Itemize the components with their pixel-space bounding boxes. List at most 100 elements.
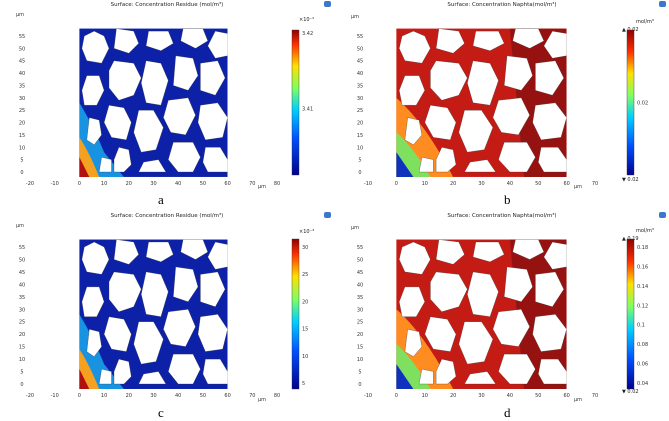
- pore: [535, 271, 564, 307]
- subfigure-label-d: d: [504, 405, 511, 420]
- pore: [430, 271, 468, 312]
- x-tick-label: 20: [450, 393, 456, 399]
- y-tick-label: 0: [20, 382, 23, 388]
- x-tick-label: 20: [126, 181, 132, 187]
- y-tick-label: 30: [19, 96, 25, 102]
- y-tick-label: 50: [357, 46, 363, 52]
- x-tick-label: 60: [563, 181, 569, 187]
- y-tick-label: 35: [19, 295, 25, 301]
- pore: [207, 30, 228, 59]
- y-tick-label: 35: [357, 295, 363, 301]
- pore: [399, 75, 425, 106]
- colorbar-tick-label: 10: [302, 354, 308, 360]
- pore: [492, 309, 530, 347]
- y-tick-label: 5: [20, 370, 23, 376]
- pore: [103, 105, 132, 141]
- pore: [399, 286, 425, 317]
- y-tick-label: 40: [357, 282, 363, 288]
- pore: [108, 271, 142, 312]
- pore: [538, 147, 567, 173]
- x-tick-label: 10: [422, 393, 428, 399]
- pore: [141, 271, 169, 317]
- y-tick-label: 5: [358, 158, 361, 164]
- settings-icon[interactable]: [659, 212, 666, 218]
- pore: [200, 60, 226, 96]
- y-tick-label: 15: [19, 133, 25, 139]
- colorbar-tick-label: 0.04: [637, 381, 648, 387]
- y-tick-label: 55: [357, 245, 363, 251]
- pore: [133, 321, 164, 365]
- pore: [535, 60, 564, 96]
- y-tick-label: 0: [358, 170, 361, 176]
- pore: [163, 309, 196, 347]
- pore: [81, 286, 105, 317]
- pore: [504, 55, 533, 91]
- pore: [464, 371, 496, 385]
- subfigure-label-c: c: [158, 405, 164, 420]
- x-tick-label: 0: [78, 181, 81, 187]
- colorbar: [626, 238, 635, 390]
- colorbar-min: ▼ 0.02: [622, 389, 639, 395]
- y-tick-label: 10: [357, 145, 363, 151]
- y-tick-label: 45: [357, 59, 363, 65]
- pore: [458, 321, 494, 365]
- colorbar-unit: mol/m³: [636, 228, 654, 234]
- x-tick-label: -10: [51, 393, 59, 399]
- colorbar: [291, 238, 300, 390]
- colorbar-tick-label: 15: [302, 327, 308, 333]
- x-tick-label: 60: [563, 393, 569, 399]
- panel-title: Surface: Concentration Residue (mol/m³): [110, 2, 224, 8]
- x-tick-label: 20: [126, 393, 132, 399]
- colorbar-exponent: ×10⁻²: [299, 17, 315, 23]
- colorbar-tick-label: 0.06: [637, 362, 648, 368]
- pore: [435, 28, 465, 54]
- y-tick-label: 25: [19, 320, 25, 326]
- x-tick-label: 80: [274, 393, 280, 399]
- settings-icon[interactable]: [324, 1, 331, 7]
- x-tick-label: 70: [592, 181, 598, 187]
- pore: [424, 105, 457, 141]
- pore: [467, 60, 499, 106]
- pore: [81, 241, 110, 275]
- pore: [399, 241, 431, 275]
- subfigure-label-a: a: [158, 192, 164, 207]
- pore: [464, 159, 496, 173]
- colorbar-tick-label: 0.16: [637, 264, 648, 270]
- pore: [138, 371, 167, 385]
- pore: [404, 117, 423, 145]
- pore: [141, 60, 169, 106]
- settings-icon[interactable]: [324, 212, 331, 218]
- domain-edge: [566, 28, 568, 177]
- y-tick-label: 25: [357, 320, 363, 326]
- y-tick-label: 25: [19, 108, 25, 114]
- pore: [138, 159, 167, 173]
- pore: [113, 358, 132, 385]
- x-tick-label: -10: [51, 181, 59, 187]
- pore: [399, 30, 431, 64]
- pore: [180, 239, 208, 260]
- pore: [173, 266, 199, 302]
- pore: [173, 55, 199, 91]
- x-tick-label: -10: [364, 393, 372, 399]
- x-tick-label: 50: [200, 393, 206, 399]
- pore: [504, 266, 533, 302]
- y-tick-label: 10: [19, 145, 25, 151]
- x-tick-label: 10: [101, 181, 107, 187]
- pore: [145, 241, 174, 263]
- colorbar-tick-label: 25: [302, 272, 308, 278]
- x-tick-label: 40: [175, 181, 181, 187]
- x-tick-label: 60: [224, 393, 230, 399]
- pore: [498, 353, 536, 385]
- y-tick-label: 45: [19, 270, 25, 276]
- colorbar: [626, 29, 635, 176]
- y-tick-label: 45: [357, 270, 363, 276]
- gradient-zone: [396, 364, 414, 389]
- colorbar-tick-label: 0.18: [637, 245, 648, 251]
- settings-icon[interactable]: [659, 1, 666, 7]
- x-tick-label: 40: [507, 181, 513, 187]
- x-axis-label: µm: [574, 184, 583, 190]
- pore: [430, 60, 468, 101]
- y-tick-label: 25: [357, 108, 363, 114]
- y-tick-label: 55: [19, 245, 25, 251]
- y-tick-label: 50: [19, 46, 25, 52]
